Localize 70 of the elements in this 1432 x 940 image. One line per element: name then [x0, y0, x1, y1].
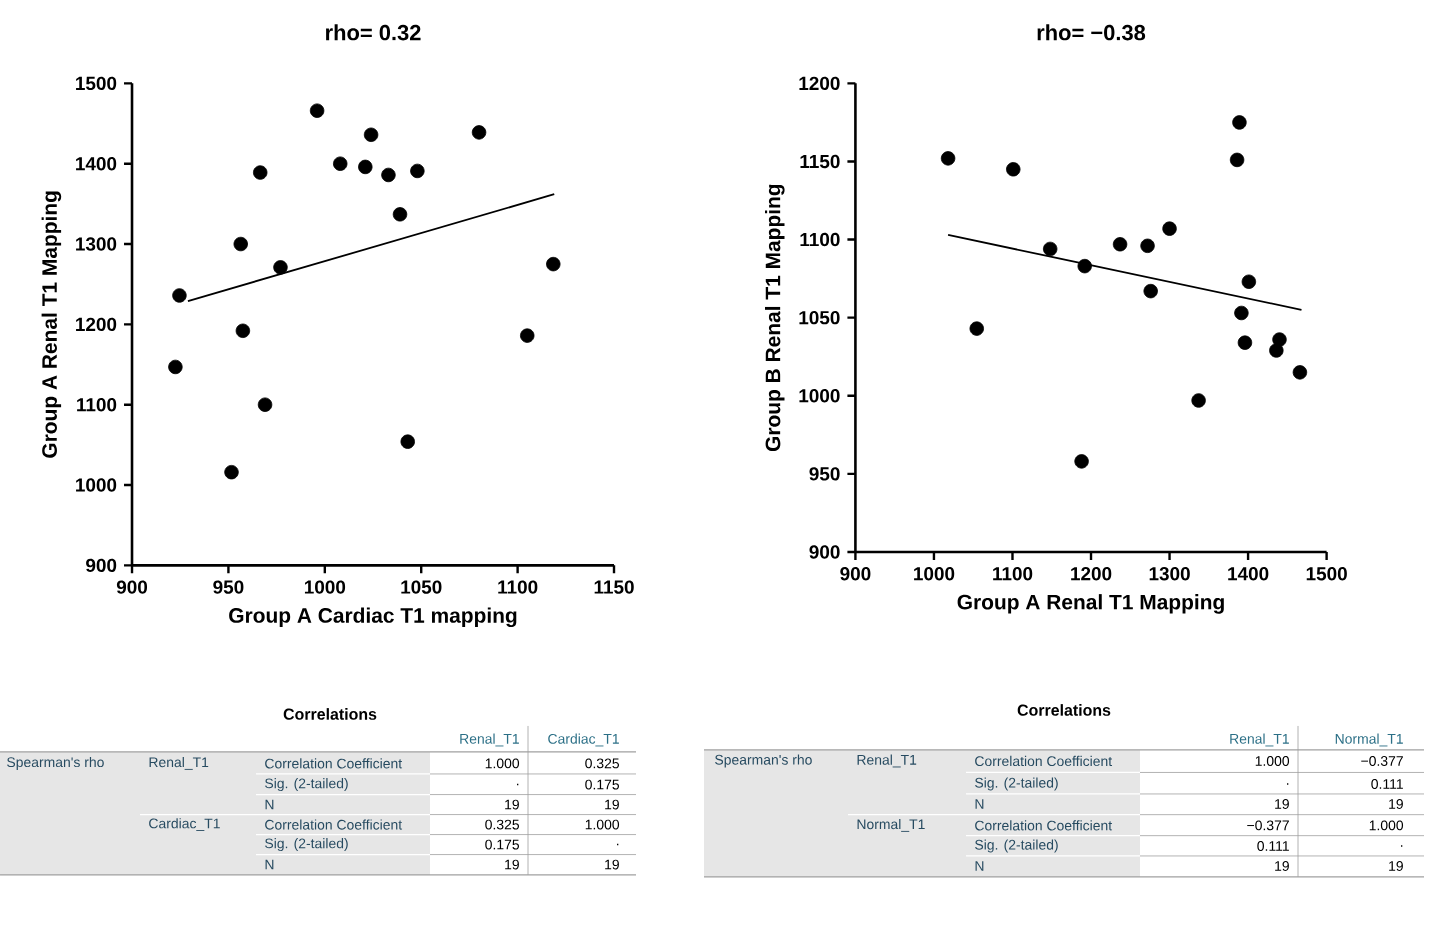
point: [520, 328, 535, 343]
point: [253, 165, 268, 180]
point: [410, 163, 425, 179]
point: [1112, 237, 1128, 252]
y-tick-label: 1200: [799, 76, 840, 91]
x-tick-label: 1150: [594, 580, 634, 594]
point: [1269, 343, 1284, 358]
x-tick-label: 1000: [914, 567, 955, 581]
x-tick-label: 1100: [993, 567, 1033, 581]
x-tick-label: 1100: [498, 580, 538, 594]
point: [1074, 454, 1089, 469]
point: [358, 159, 373, 175]
point: [224, 464, 239, 480]
x-tick-label: 1050: [401, 580, 442, 594]
point: [1191, 393, 1206, 408]
point: [381, 167, 396, 183]
point: [1272, 332, 1287, 347]
point: [1143, 283, 1158, 299]
point: [1234, 305, 1249, 321]
point: [969, 321, 984, 336]
y-tick-label: 1300: [76, 237, 117, 251]
y-tick-label: 1500: [76, 76, 117, 91]
y-tick-label: 1200: [76, 317, 117, 332]
chart-title: rho= −0.38: [1037, 24, 1146, 41]
y-axis-title: Group B Renal T1 Mapping: [765, 184, 785, 452]
point: [1162, 221, 1177, 236]
x-axis-title: Group A Cardiac T1 mapping: [229, 607, 517, 628]
point: [1237, 335, 1253, 350]
y-tick-label: 1150: [800, 154, 840, 169]
point: [1042, 241, 1058, 257]
point: [233, 236, 248, 252]
x-axis-title: Group A Renal T1 Mapping: [957, 594, 1224, 614]
x-tick-label: 900: [840, 567, 871, 581]
y-tick-label: 950: [809, 467, 840, 481]
point: [309, 103, 325, 118]
x-tick-label: 1400: [1228, 567, 1269, 581]
x-tick-label: 1500: [1306, 567, 1347, 581]
y-tick-label: 900: [809, 545, 840, 559]
point: [363, 127, 379, 142]
point: [471, 125, 487, 140]
y-tick-label: 1400: [76, 157, 117, 171]
chart-title: rho= 0.32: [326, 24, 421, 41]
y-tick-label: 1000: [76, 478, 117, 492]
point: [1077, 258, 1092, 274]
point: [400, 434, 415, 449]
x-tick-label: 950: [213, 580, 244, 594]
y-tick-label: 1000: [799, 389, 840, 403]
y-axis-title: Group A Renal T1 Mapping: [41, 191, 62, 458]
y-tick-label: 1100: [800, 232, 840, 247]
point: [333, 156, 348, 171]
point: [257, 397, 273, 412]
point: [1232, 115, 1247, 130]
point: [1241, 274, 1257, 289]
point: [546, 256, 561, 272]
point: [1292, 365, 1308, 380]
point: [1140, 238, 1155, 254]
point: [940, 151, 956, 166]
point: [235, 323, 251, 338]
point: [273, 260, 288, 275]
point: [168, 359, 183, 375]
x-tick-label: 1000: [304, 580, 346, 594]
y-tick-label: 1050: [799, 310, 840, 325]
point: [392, 207, 408, 222]
x-tick-label: 900: [116, 580, 148, 594]
x-tick-label: 1300: [1149, 567, 1190, 581]
point: [1006, 162, 1021, 177]
y-tick-label: 1100: [77, 398, 117, 412]
x-tick-label: 1200: [1071, 567, 1112, 581]
point: [172, 288, 187, 303]
point: [1229, 152, 1245, 168]
